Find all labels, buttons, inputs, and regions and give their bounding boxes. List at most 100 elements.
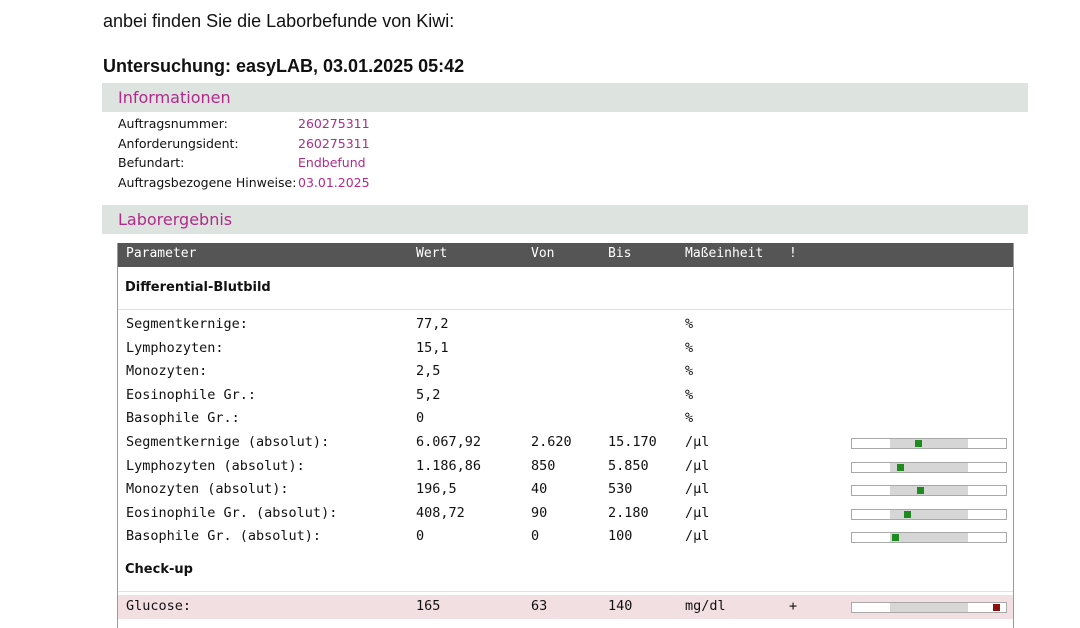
cell-flag: + [789,597,798,614]
column-header-unit: Maßeinheit [685,246,764,261]
cell-param: Lymphozyten (absolut): [126,457,305,474]
cell-unit: /µl [685,433,710,450]
cell-param: Monozyten: [126,363,208,380]
info-value: Endbefund [298,155,366,170]
cell-param: Glucose: [126,597,192,614]
cell-param: Segmentkernige: [126,316,248,332]
cell-von: 850 [531,457,556,474]
cell-von: 63 [531,597,548,614]
range-indicator-bar [851,508,1007,520]
cell-wert: 15,1 [416,339,449,356]
table-row: Segmentkernige (absolut): 6.067,92 2.620 15… [118,431,1013,455]
cell-bis: 140 [608,597,633,614]
cell-unit: % [685,363,694,380]
cell-unit: /µl [685,457,710,474]
range-indicator-bar [851,437,1007,449]
cell-von: 90 [531,504,548,521]
reference-range [890,509,968,519]
group-header: Differential-Blutbild [118,267,1013,310]
column-header-bis: Bis [608,246,632,261]
cell-param: Eosinophile Gr.: [126,386,257,403]
cell-unit: /µl [685,481,710,498]
cell-wert: 77,2 [416,316,449,332]
cell-unit: /µl [685,504,710,521]
cell-unit: % [685,339,694,356]
table-row: Lymphozyten (absolut): 1.186,86 850 5.850/µ… [118,455,1013,479]
reference-range [890,533,968,543]
info-label: Anforderungsident: [118,135,239,151]
cell-bis: 15.170 [608,433,657,450]
reference-range [890,602,968,612]
cell-bis: 530 [608,481,633,498]
info-row: Anforderungsident: 260275311 [118,136,370,156]
cell-unit: % [685,316,694,332]
table-row: Eosinophile Gr. (absolut): 408,72 90 2.180 /… [118,502,1013,526]
info-value: 03.01.2025 [298,174,370,190]
table-row: Lymphozyten: 15,1% [118,337,1013,361]
result-section-title: Laborergebnis [118,210,233,229]
info-label: Auftragsnummer: [118,116,228,131]
table-row: Segmentkernige: 77,2% [118,313,1013,337]
range-indicator-bar [851,532,1007,544]
cell-wert: 2,5 [416,363,441,380]
cell-param: Lymphozyten: [126,339,224,356]
cell-unit: % [685,386,694,403]
info-label: Auftragsbezogene Hinweise: [118,174,297,190]
table-row: Monozyten (absolut): 196,5 40 530/µl [118,478,1013,502]
cell-wert: 0 [416,528,425,545]
info-value: 260275311 [298,116,370,131]
cell-bis: 100 [608,528,633,545]
column-header-parameter: Parameter [126,246,197,261]
cell-von: 2.620 [531,433,572,450]
lab-results-table: Parameter Wert Von Bis Maßeinheit ! Diff… [117,243,1014,628]
table-row: Monozyten: 2,5% [118,360,1013,384]
table-body: Differential-Blutbild Segmentkernige: 77,2… [118,267,1013,619]
info-section-title: Informationen [118,88,231,107]
cell-wert: 196,5 [416,481,457,498]
intro-text: anbei finden Sie die Laborbefunde von Ki… [103,11,455,31]
info-row: Auftragsbezogene Hinweise: 03.01.2025 [118,175,370,195]
cell-param: Basophile Gr. (absolut): [126,528,322,545]
value-marker [892,534,899,542]
cell-von: 40 [531,481,548,498]
group-title: Check-up [125,561,193,577]
range-indicator-bar [851,461,1007,473]
value-marker [903,510,911,518]
table-row: Glucose: 165 63 140 mg/dl + [118,594,1013,619]
cell-bis: 2.180 [608,504,649,521]
cell-param: Basophile Gr.: [126,410,240,427]
value-marker [993,603,1001,611]
exam-title: Untersuchung: easyLAB, 03.01.2025 05:42 [103,56,465,76]
cell-bis: 5.850 [608,457,649,474]
info-row: Befundart: Endbefund [118,155,370,175]
cell-param: Segmentkernige (absolut): [126,433,330,450]
column-header-von: Von [531,246,555,261]
info-section-header: Informationen [102,83,1028,112]
group-header: Check-up [118,549,1013,592]
value-marker [914,439,922,447]
table-row: Basophile Gr.: 0% [118,407,1013,431]
cell-von: 0 [531,528,540,545]
range-indicator-bar [851,485,1007,497]
info-list: Auftragsnummer: 260275311 Anforderungsid… [118,116,370,194]
cell-wert: 0 [416,410,425,427]
cell-wert: 165 [416,597,441,614]
value-marker [916,487,924,495]
column-header-wert: Wert [416,246,448,261]
cell-wert: 6.067,92 [416,433,482,450]
value-marker [897,463,905,471]
cell-wert: 1.186,86 [416,457,482,474]
table-row: Basophile Gr. (absolut): 0 0 100/µl [118,525,1013,549]
cell-param: Monozyten (absolut): [126,481,289,498]
reference-range [890,462,968,472]
table-header: Parameter Wert Von Bis Maßeinheit ! [118,243,1013,267]
table-row: Eosinophile Gr.: 5,2% [118,384,1013,408]
info-value: 260275311 [298,135,370,151]
reference-range [890,438,968,448]
cell-param: Eosinophile Gr. (absolut): [126,504,338,521]
cell-wert: 408,72 [416,504,465,521]
info-row: Auftragsnummer: 260275311 [118,116,370,136]
range-indicator-bar [851,601,1007,613]
cell-unit: /µl [685,528,710,545]
column-header-flag: ! [789,246,797,261]
